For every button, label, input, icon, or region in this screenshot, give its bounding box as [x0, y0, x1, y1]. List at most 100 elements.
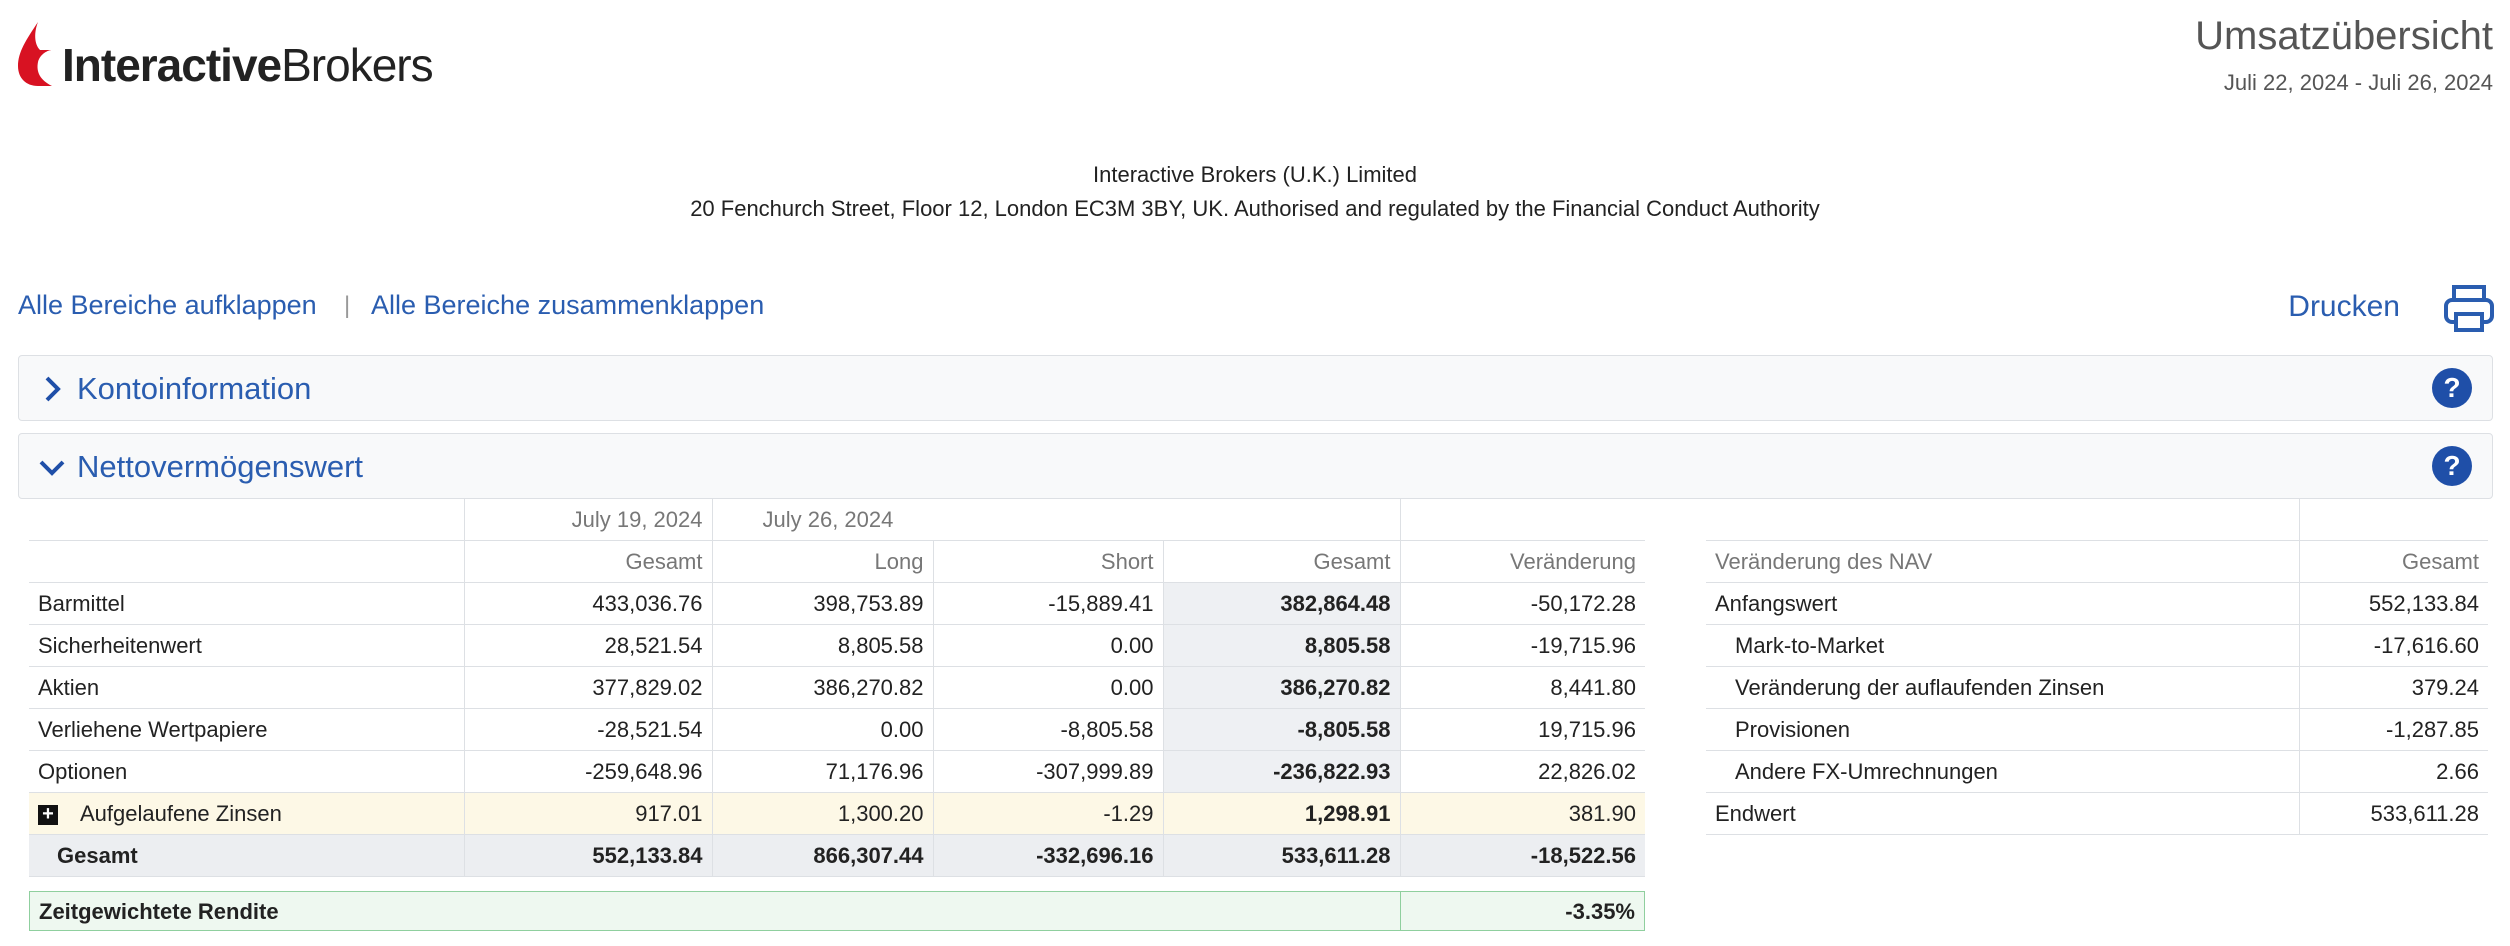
row-label: Aktien	[29, 666, 465, 709]
value: 0.00	[1110, 632, 1154, 658]
value-cell: -332,696.16	[933, 834, 1164, 877]
value-cell: 533,611.28	[1163, 834, 1401, 877]
total-row: Gesamt 552,133.84 866,307.44 -332,696.16 533…	[29, 834, 1645, 877]
title: Umsatzübersicht	[2195, 14, 2493, 58]
value: 22,826.02	[1538, 758, 1636, 784]
cell	[1400, 499, 1645, 541]
value: 382,864.48	[1280, 590, 1391, 616]
value-cell: 917.01	[464, 792, 713, 835]
value-cell: -307,999.89	[933, 750, 1164, 793]
label: Verliehene Wertpapiere	[38, 716, 268, 742]
header-row: July 19, 2024 July 26, 2024	[29, 499, 1645, 541]
column-header: Gesamt	[464, 540, 713, 583]
value: 381.90	[1568, 800, 1636, 826]
collapse-all[interactable]: Alle Bereiche zusammenklappen	[371, 290, 765, 320]
value-cell: -8,805.58	[933, 708, 1164, 751]
value: 8,805.58	[837, 632, 924, 658]
value-cell: 1,298.91	[1163, 792, 1401, 835]
label: Aktien	[38, 674, 100, 700]
expand-icon[interactable]: +	[38, 804, 58, 825]
value: 8,441.80	[1550, 674, 1636, 700]
value: -8,805.58	[1297, 716, 1391, 742]
cell	[1706, 499, 2300, 541]
value-cell: 0.00	[712, 708, 934, 751]
value-cell: 552,133.84	[464, 834, 713, 877]
value-cell: 433,036.76	[464, 582, 713, 625]
value: 0.00	[1110, 674, 1154, 700]
data-row: Veränderung der auflaufenden Zinsen 379.2…	[1706, 666, 2488, 709]
data-row: Barmittel 433,036.76 398,753.89 -15,889.41 3…	[29, 582, 1645, 625]
header-row: Veränderung des NAV Gesamt	[1706, 540, 2488, 583]
nav-table: July 19, 2024 July 26, 2024 Gesamt Long Shor…	[29, 499, 1645, 877]
data-row: Andere FX-Umrechnungen 2.66	[1706, 750, 2488, 793]
data-row: + Aufgelaufene Zinsen 917.01 1,300.20 -1.29 1…	[29, 792, 1645, 835]
row-label: Optionen	[29, 750, 465, 793]
value-cell: 386,270.82	[712, 666, 934, 709]
twr-value: -3.35%	[1565, 899, 1635, 924]
value-cell: -17,616.60	[2299, 624, 2488, 667]
value-cell: 0.00	[933, 624, 1164, 667]
data-row: Anfangswert 552,133.84	[1706, 582, 2488, 625]
value: 19,715.96	[1538, 716, 1636, 742]
help-icon[interactable]: ?	[2432, 368, 2472, 408]
value-cell: -1,287.85	[2299, 708, 2488, 751]
value: 377,829.02	[592, 674, 703, 700]
value: 433,036.76	[592, 590, 703, 616]
value-cell: 8,441.80	[1400, 666, 1645, 709]
cell	[2299, 499, 2488, 541]
section-bar[interactable]: Nettovermögenswert?	[18, 433, 2493, 499]
value-cell: 552,133.84	[2299, 582, 2488, 625]
value: 28,521.54	[604, 632, 703, 658]
value: -19,715.96	[1530, 632, 1636, 658]
value-cell: 386,270.82	[1163, 666, 1401, 709]
value: -8,805.58	[1060, 716, 1154, 742]
value: 398,753.89	[813, 590, 924, 616]
section-title[interactable]: Nettovermögenswert	[77, 449, 364, 484]
value: -1.29	[1103, 800, 1154, 826]
expand-all[interactable]: Alle Bereiche aufklappen	[18, 290, 317, 320]
value: -307,999.89	[1036, 758, 1154, 784]
value-cell: 22,826.02	[1400, 750, 1645, 793]
print[interactable]: Drucken	[2288, 290, 2400, 323]
logo-bold: Interactive	[62, 39, 282, 91]
column-header: Gesamt	[1163, 540, 1401, 583]
value-cell: 533,611.28	[2299, 792, 2488, 835]
value-cell: -50,172.28	[1400, 582, 1645, 625]
row-label: + Aufgelaufene Zinsen	[29, 792, 465, 835]
value-cell: -18,522.56	[1400, 834, 1645, 877]
data-row: Optionen -259,648.96 71,176.96 -307,999.89 -…	[29, 750, 1645, 793]
label: Barmittel	[38, 590, 125, 616]
section-bar[interactable]: Kontoinformation?	[18, 355, 2493, 421]
section-title[interactable]: Kontoinformation	[77, 371, 312, 406]
row-label: Gesamt	[29, 834, 465, 877]
print-icon[interactable]	[2443, 284, 2495, 332]
cell	[29, 499, 465, 541]
value: 71,176.96	[825, 758, 924, 784]
data-row: Mark-to-Market -17,616.60	[1706, 624, 2488, 667]
group-header: July 19, 2024	[464, 499, 713, 541]
logo-icon	[18, 22, 52, 86]
value-cell: 8,805.58	[712, 624, 934, 667]
data-row: Endwert 533,611.28	[1706, 792, 2488, 835]
row-label: Endwert	[1706, 792, 2300, 835]
value-cell: 2.66	[2299, 750, 2488, 793]
value: 917.01	[635, 800, 703, 826]
data-row: Verliehene Wertpapiere -28,521.54 0.00 -8,8…	[29, 708, 1645, 751]
column-header: Veränderung des NAV	[1706, 540, 2300, 583]
value-cell: -1.29	[933, 792, 1164, 835]
chevron-down	[39, 460, 65, 476]
row-label: Veränderung der auflaufenden Zinsen	[1706, 666, 2300, 709]
company-address: 20 Fenchurch Street, Floor 12, London EC…	[690, 196, 1820, 221]
label: Sicherheitenwert	[38, 632, 202, 658]
data-row: Sicherheitenwert 28,521.54 8,805.58 0.00 8,8…	[29, 624, 1645, 667]
value-cell: 381.90	[1400, 792, 1645, 835]
value-cell: 28,521.54	[464, 624, 713, 667]
value-cell: 398,753.89	[712, 582, 934, 625]
value-cell: -8,805.58	[1163, 708, 1401, 751]
row-label: Mark-to-Market	[1706, 624, 2300, 667]
row-label: Verliehene Wertpapiere	[29, 708, 465, 751]
value: -50,172.28	[1530, 590, 1636, 616]
value: 1,300.20	[837, 800, 924, 826]
value-cell: 1,300.20	[712, 792, 934, 835]
help-icon[interactable]: ?	[2432, 446, 2472, 486]
